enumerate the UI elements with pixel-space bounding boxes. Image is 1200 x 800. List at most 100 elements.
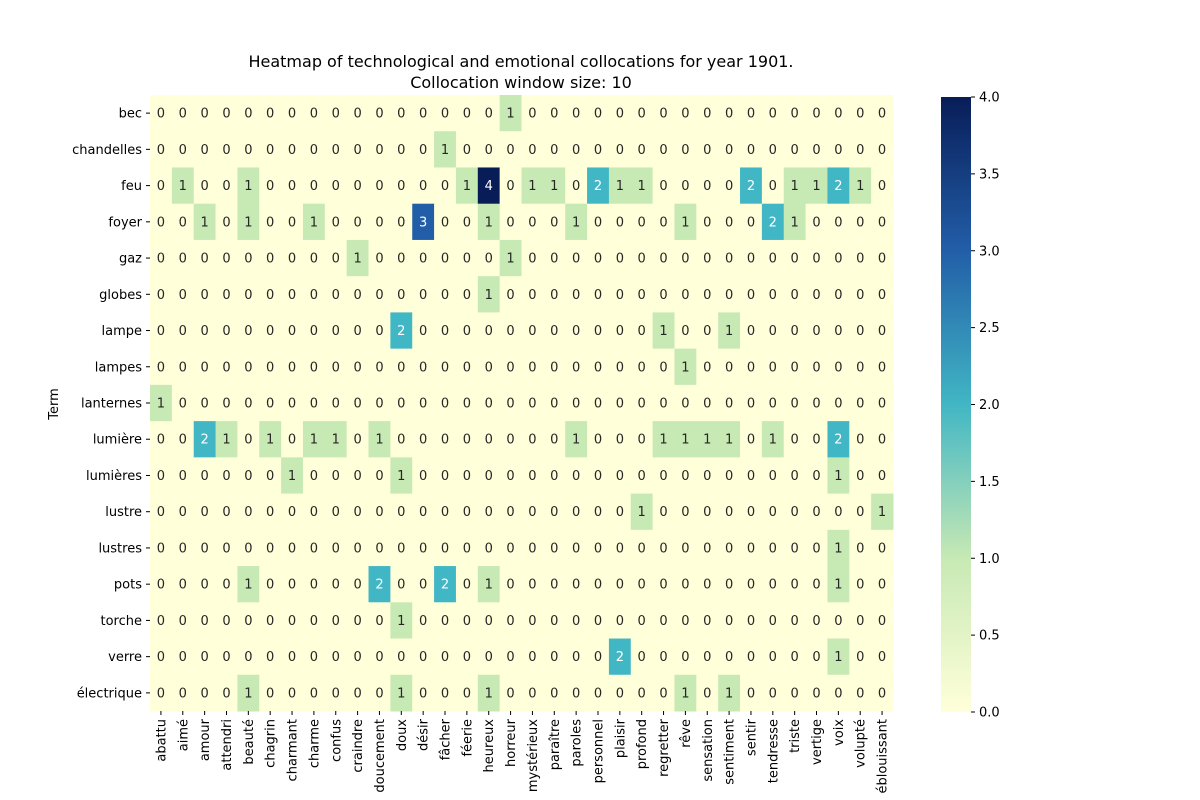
cell-value-label: 1 (310, 215, 318, 230)
cell-value-label: 0 (441, 360, 449, 375)
heatmap-cell (761, 312, 785, 350)
heatmap-cell (521, 203, 544, 241)
heatmap-cell (477, 493, 501, 531)
heatmap-cell (696, 203, 719, 241)
cell-value-label: 0 (485, 324, 493, 339)
cell-value-label: 0 (725, 578, 733, 593)
cell-value-label: 0 (244, 397, 252, 412)
column-label: horreur (504, 718, 519, 767)
heatmap-cell (390, 566, 413, 603)
cell-value-label: 0 (812, 541, 820, 556)
heatmap-cell (674, 674, 697, 712)
heatmap-cell (718, 239, 741, 277)
cell-value-label: 0 (638, 686, 646, 701)
cell-value-label: 0 (463, 433, 471, 448)
cell-value-label: 1 (485, 288, 493, 303)
cell-value-label: 0 (594, 578, 602, 593)
heatmap-cell (696, 95, 719, 132)
cell-value-label: 0 (244, 433, 252, 448)
cell-value-label: 0 (353, 578, 361, 593)
cell-value-label: 0 (747, 143, 755, 158)
cell-value-label: 0 (463, 324, 471, 339)
heatmap-cell (805, 602, 828, 640)
cell-value-label: 0 (353, 433, 361, 448)
cell-value-label: 0 (681, 469, 689, 484)
heatmap-cell (630, 421, 654, 458)
cell-value-label: 0 (769, 288, 777, 303)
cell-value-label: 0 (878, 541, 886, 556)
heatmap-cell (281, 638, 304, 676)
cell-value-label: 0 (310, 252, 318, 267)
cell-value-label: 0 (332, 397, 340, 412)
heatmap-cell (302, 239, 326, 277)
heatmap-cell (150, 638, 173, 676)
heatmap-cell (587, 95, 610, 132)
cell-value-label: 1 (397, 614, 405, 629)
cell-value-label: 0 (179, 143, 187, 158)
heatmap-cell (368, 674, 391, 712)
cell-value-label: 0 (288, 505, 296, 520)
cell-value-label: 0 (703, 505, 711, 520)
cell-value-label: 0 (594, 433, 602, 448)
cell-value-label: 0 (288, 324, 296, 339)
heatmap-cell (281, 239, 304, 277)
cell-value-label: 3 (419, 215, 427, 230)
cell-value-label: 0 (528, 686, 536, 701)
heatmap-cell (455, 312, 479, 350)
heatmap-cell (150, 95, 173, 132)
cell-value-label: 0 (463, 650, 471, 665)
cell-value-label: 0 (638, 360, 646, 375)
heatmap-cell (193, 384, 217, 422)
cell-value-label: 1 (397, 469, 405, 484)
heatmap-cell (805, 529, 828, 567)
heatmap-cell (521, 131, 544, 168)
heatmap-cell (652, 239, 675, 277)
cell-value-label: 0 (703, 397, 711, 412)
cell-value-label: 0 (179, 288, 187, 303)
cell-value-label: 0 (288, 179, 296, 194)
cell-value-label: 1 (769, 433, 777, 448)
heatmap-cell (827, 131, 850, 168)
cell-value-label: 0 (528, 360, 536, 375)
heatmap-cell (849, 348, 872, 386)
heatmap-cell (412, 674, 435, 712)
heatmap-cell (412, 421, 435, 458)
cell-value-label: 0 (157, 578, 165, 593)
cell-value-label: 0 (703, 179, 711, 194)
cell-value-label: 0 (441, 107, 449, 122)
heatmap-cell (652, 131, 675, 168)
heatmap-cell (302, 457, 326, 495)
cell-value-label: 0 (266, 179, 274, 194)
heatmap-cell (543, 421, 566, 458)
heatmap-cell (259, 131, 282, 168)
heatmap-cell (587, 421, 610, 458)
heatmap-cell (543, 457, 566, 495)
cell-value-label: 0 (200, 469, 208, 484)
heatmap-cell (761, 131, 785, 168)
heatmap-cell (390, 384, 413, 422)
heatmap-cell (171, 529, 195, 567)
cell-value-label: 1 (157, 397, 165, 412)
heatmap-cell (696, 674, 719, 712)
cell-value-label: 0 (310, 686, 318, 701)
cell-value-label: 0 (747, 252, 755, 267)
heatmap-cell (696, 457, 719, 495)
heatmap-cell (521, 457, 544, 495)
cell-value-label: 0 (769, 360, 777, 375)
cell-value-label: 0 (353, 469, 361, 484)
cell-value-label: 1 (310, 433, 318, 448)
heatmap-cell (412, 131, 435, 168)
cell-value-label: 0 (659, 686, 667, 701)
cell-value-label: 0 (834, 397, 842, 412)
cell-value-label: 0 (725, 397, 733, 412)
heatmap-cell (696, 638, 719, 676)
cell-value-label: 0 (856, 505, 864, 520)
heatmap-cell (324, 95, 348, 132)
cell-value-label: 0 (332, 252, 340, 267)
cell-value-label: 0 (419, 686, 427, 701)
cell-value-label: 0 (638, 215, 646, 230)
heatmap-cell (412, 384, 435, 422)
heatmap-cell (740, 312, 763, 350)
heatmap-cell (696, 384, 719, 422)
cell-value-label: 0 (200, 107, 208, 122)
